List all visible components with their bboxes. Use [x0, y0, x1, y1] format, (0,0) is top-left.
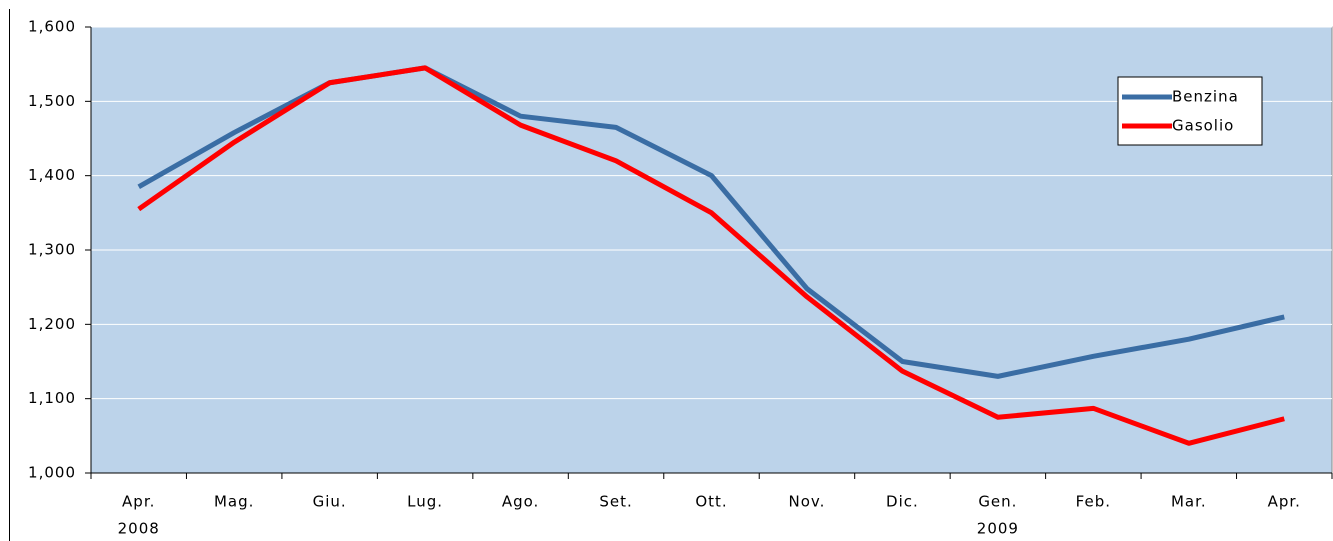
y-tick-label: 1,400 — [28, 166, 76, 184]
x-tick-label: Mag. — [214, 493, 254, 511]
y-tick-label: 1,300 — [28, 241, 76, 259]
x-tick-label: Feb. — [1076, 493, 1111, 511]
y-tick-label: 1,000 — [28, 464, 76, 482]
legend-box — [1117, 76, 1263, 146]
x-tick-label: Apr. — [122, 493, 155, 511]
x-tick-label: Apr. — [1268, 493, 1301, 511]
series-line — [137, 65, 1285, 446]
x-tick-label: Ago. — [502, 493, 539, 511]
legend-label: Gasolio — [1172, 117, 1234, 135]
y-tick-label: 1,200 — [28, 315, 76, 333]
x-tick-label: Mar. — [1171, 493, 1207, 511]
x-year-label: 2009 — [977, 520, 1019, 538]
x-tick-label: Gen. — [978, 493, 1017, 511]
x-tick-label: Giu. — [313, 493, 347, 511]
x-tick-label: Nov. — [789, 493, 826, 511]
y-tick-label: 1,500 — [28, 92, 76, 110]
x-year-label: 2008 — [118, 520, 160, 538]
x-tick-label: Set. — [599, 493, 632, 511]
x-tick-label: Dic. — [886, 493, 919, 511]
x-tick-label: Lug. — [407, 493, 443, 511]
y-tick-label: 1,600 — [28, 18, 76, 36]
x-tick-label: Ott. — [695, 493, 727, 511]
legend-label: Benzina — [1172, 88, 1239, 106]
y-tick-label: 1,100 — [28, 389, 76, 407]
